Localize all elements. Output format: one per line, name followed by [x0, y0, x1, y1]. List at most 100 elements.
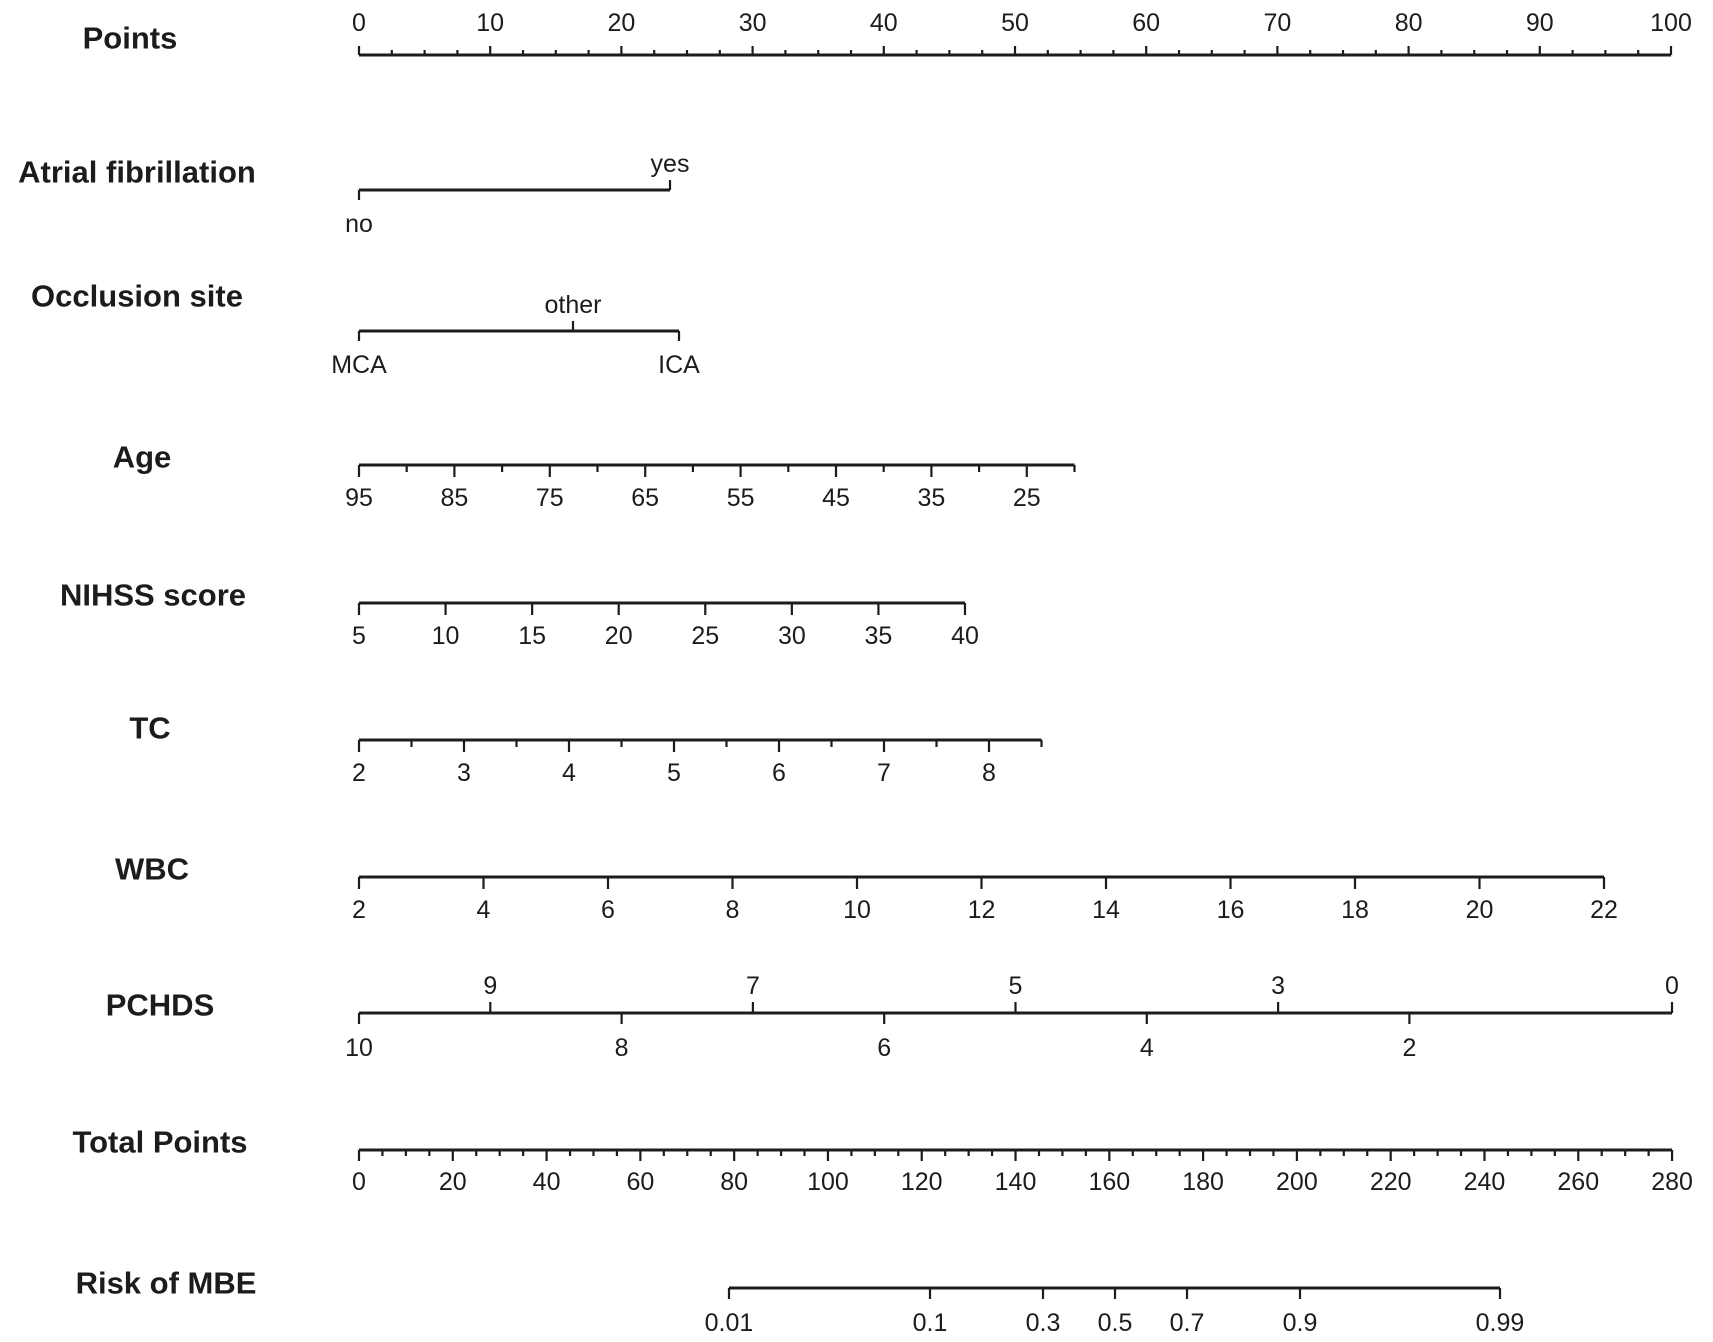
tick-label: 280	[1651, 1168, 1693, 1196]
tick-label: 120	[901, 1168, 943, 1196]
tick-label: 20	[1466, 896, 1494, 924]
tick-label: 2	[352, 759, 366, 787]
tick-label: 16	[1217, 896, 1245, 924]
row-label-points: Points	[83, 21, 178, 56]
tick-label: 160	[1088, 1168, 1130, 1196]
row-label-pchds: PCHDS	[106, 988, 215, 1023]
row-label-risk-of-mbe: Risk of MBE	[76, 1266, 257, 1301]
row-label-nihss-score: NIHSS score	[60, 578, 246, 613]
row-total-points: Total Points 0 20 40 60 80 100 120 140 160 180 200 2…	[72, 1125, 1692, 1197]
tick-label: 5	[667, 759, 681, 787]
row-pchds: PCHDS 10 9 8 7 6 5 4 3 2 0	[106, 972, 1679, 1062]
tick-label: 0.5	[1098, 1309, 1133, 1337]
row-risk-of-mbe: Risk of MBE 0.01 0.1 0.3 0.5 0.7 0.9 0.99	[76, 1266, 1525, 1338]
tick-label: 60	[1132, 9, 1160, 37]
tick-label: 0.01	[705, 1309, 754, 1337]
tick-label: yes	[651, 150, 690, 178]
tick-label: 18	[1341, 896, 1369, 924]
row-label-age: Age	[113, 440, 172, 475]
tick-label: 6	[877, 1034, 891, 1062]
tick-label: 15	[518, 622, 546, 650]
tick-label: 65	[631, 484, 659, 512]
tick-label: 50	[1001, 9, 1029, 37]
tick-label: 8	[615, 1034, 629, 1062]
tick-label: 40	[870, 9, 898, 37]
tick-label: 4	[562, 759, 576, 787]
tick-label: 20	[605, 622, 633, 650]
tick-label: 40	[533, 1168, 561, 1196]
tick-label: 20	[439, 1168, 467, 1196]
row-label-atrial-fibrillation: Atrial fibrillation	[18, 155, 256, 190]
tick-label: 35	[865, 622, 893, 650]
row-nihss-score: NIHSS score 5 10 15 20 25 30 35 40	[60, 578, 979, 651]
tick-label: 95	[345, 484, 373, 512]
row-age: Age 95 85 75 65 55 45 35 25	[113, 440, 1076, 512]
tick-label: 8	[982, 759, 996, 787]
tick-label: 200	[1276, 1168, 1318, 1196]
row-label-wbc: WBC	[115, 852, 189, 887]
tick-label: 2	[1402, 1034, 1416, 1062]
tick-label: 0.3	[1026, 1309, 1061, 1337]
tick-label: 7	[746, 972, 760, 1000]
tick-label: 20	[607, 9, 635, 37]
row-label-occlusion-site: Occlusion site	[31, 279, 243, 314]
tick-label: 14	[1092, 896, 1120, 924]
tick-label: 100	[1650, 9, 1692, 37]
tick-label: other	[545, 291, 602, 319]
tick-label: 10	[432, 622, 460, 650]
tick-label: 45	[822, 484, 850, 512]
tick-label: 7	[877, 759, 891, 787]
tick-label: 140	[995, 1168, 1037, 1196]
tick-label: 4	[477, 896, 491, 924]
tick-label: 0.7	[1170, 1309, 1205, 1337]
tick-label: 80	[1395, 9, 1423, 37]
tick-label: MCA	[331, 351, 387, 379]
row-occlusion-site: Occlusion site MCA other ICA	[31, 279, 700, 380]
tick-label: 100	[807, 1168, 849, 1196]
tick-label: 55	[727, 484, 755, 512]
tick-label: 35	[917, 484, 945, 512]
tick-label: 30	[778, 622, 806, 650]
tick-label: ICA	[658, 351, 700, 379]
tick-label: 180	[1182, 1168, 1224, 1196]
tick-label: 90	[1526, 9, 1554, 37]
tick-label: 12	[968, 896, 996, 924]
tick-label: 5	[352, 622, 366, 650]
tick-label: 10	[345, 1034, 373, 1062]
tick-label: 2	[352, 896, 366, 924]
row-atrial-fibrillation: Atrial fibrillation no yes	[18, 150, 689, 238]
tick-label: 85	[440, 484, 468, 512]
tick-label: 60	[626, 1168, 654, 1196]
tick-label: 3	[1271, 972, 1285, 1000]
tick-label: 4	[1140, 1034, 1154, 1062]
row-points: Points 0 10 20 30 40 50 60 70 80 90 100	[83, 9, 1692, 57]
tick-label: 0.1	[913, 1309, 948, 1337]
tick-label: 9	[483, 972, 497, 1000]
tick-label: 3	[457, 759, 471, 787]
tick-label: 80	[720, 1168, 748, 1196]
tick-label: 0	[1665, 972, 1679, 1000]
tick-label: 75	[536, 484, 564, 512]
tick-label: 0	[352, 9, 366, 37]
tick-label: 10	[476, 9, 504, 37]
tick-label: 6	[772, 759, 786, 787]
tick-label: 25	[1013, 484, 1041, 512]
tick-label: 25	[691, 622, 719, 650]
tick-label: no	[345, 210, 373, 238]
tick-label: 0	[352, 1168, 366, 1196]
tick-label: 0.9	[1283, 1309, 1318, 1337]
tick-label: 8	[726, 896, 740, 924]
row-label-tc: TC	[129, 711, 170, 746]
tick-label: 240	[1464, 1168, 1506, 1196]
tick-label: 40	[951, 622, 979, 650]
tick-label: 0.99	[1476, 1309, 1525, 1337]
tick-label: 10	[843, 896, 871, 924]
tick-label: 260	[1557, 1168, 1599, 1196]
tick-label: 220	[1370, 1168, 1412, 1196]
row-wbc: WBC 2 4 6 8 10 12 14 16 18 20 22	[115, 852, 1618, 925]
tick-label: 70	[1263, 9, 1291, 37]
tick-label: 22	[1590, 896, 1618, 924]
tick-label: 30	[739, 9, 767, 37]
